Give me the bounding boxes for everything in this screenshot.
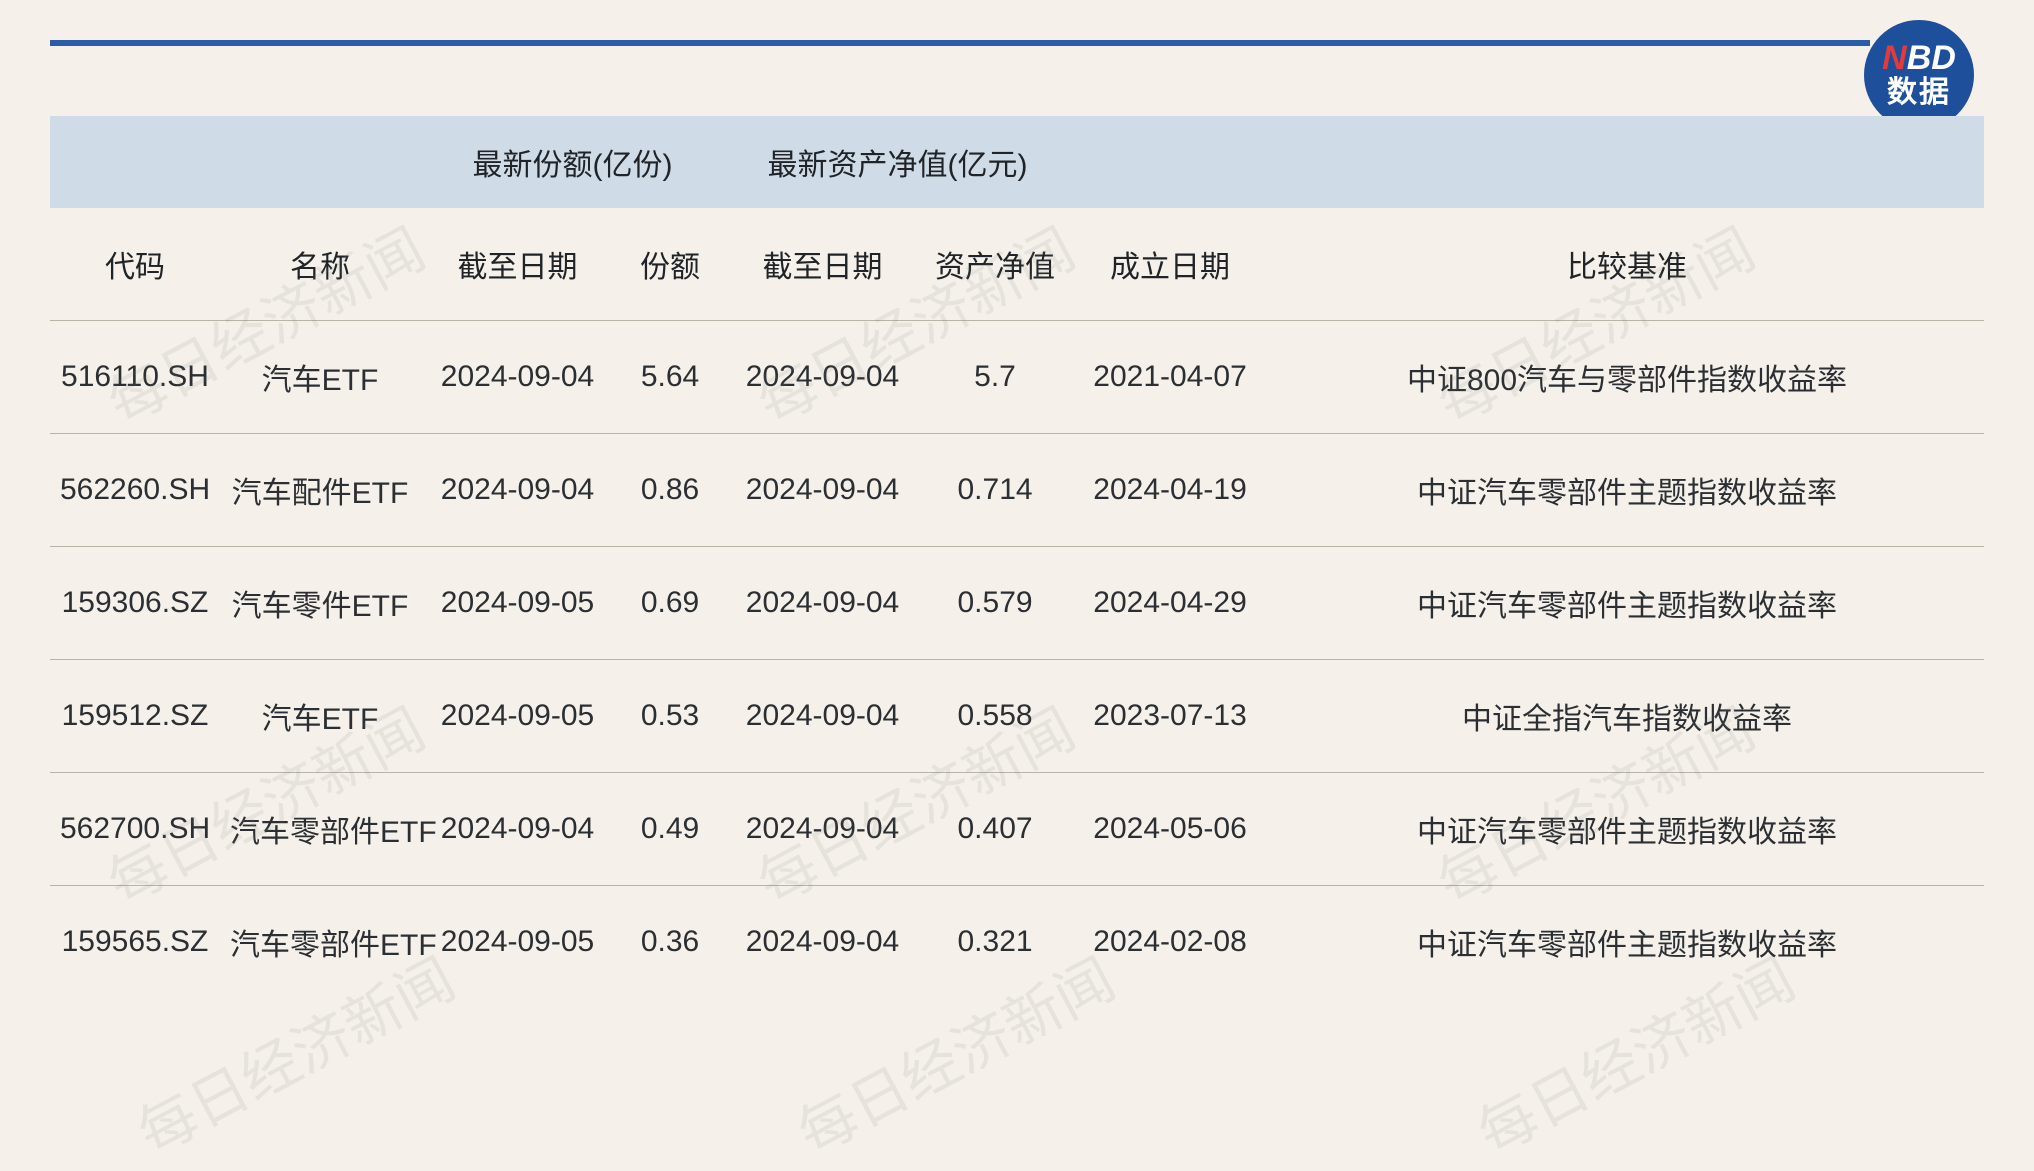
cell-nav: 0.714 [920, 434, 1070, 547]
cell-name: 汽车配件ETF [220, 434, 420, 547]
badge-top-line: NBD [1882, 41, 1956, 77]
group-nav: 最新资产净值(亿元) [725, 116, 1070, 208]
group-header-row: 最新份额(亿份) 最新资产净值(亿元) [50, 116, 1984, 208]
table-body: 516110.SH汽车ETF2024-09-045.642024-09-045.… [50, 321, 1984, 999]
cell-nav: 0.321 [920, 886, 1070, 999]
col-nav-date: 截至日期 [725, 208, 920, 321]
table-row: 562700.SH汽车零部件ETF2024-09-040.492024-09-0… [50, 773, 1984, 886]
cell-nav_date: 2024-09-04 [725, 321, 920, 434]
group-blank [1270, 116, 1984, 208]
cell-nav: 0.579 [920, 547, 1070, 660]
cell-established: 2024-04-19 [1070, 434, 1270, 547]
cell-benchmark: 中证800汽车与零部件指数收益率 [1270, 321, 1984, 434]
cell-share: 0.53 [615, 660, 725, 773]
cell-nav: 5.7 [920, 321, 1070, 434]
cell-nav_date: 2024-09-04 [725, 434, 920, 547]
etf-table: 最新份额(亿份) 最新资产净值(亿元) 代码 名称 截至日期 份额 截至日期 资… [50, 116, 1984, 998]
cell-share_date: 2024-09-04 [420, 321, 615, 434]
col-name: 名称 [220, 208, 420, 321]
cell-established: 2024-04-29 [1070, 547, 1270, 660]
cell-share_date: 2024-09-05 [420, 660, 615, 773]
col-nav: 资产净值 [920, 208, 1070, 321]
cell-nav_date: 2024-09-04 [725, 773, 920, 886]
group-blank [220, 116, 420, 208]
cell-share_date: 2024-09-05 [420, 886, 615, 999]
col-share: 份额 [615, 208, 725, 321]
cell-benchmark: 中证汽车零部件主题指数收益率 [1270, 886, 1984, 999]
cell-nav_date: 2024-09-04 [725, 547, 920, 660]
cell-code: 159306.SZ [50, 547, 220, 660]
cell-established: 2024-02-08 [1070, 886, 1270, 999]
col-share-date: 截至日期 [420, 208, 615, 321]
cell-code: 562260.SH [50, 434, 220, 547]
cell-name: 汽车零部件ETF [220, 773, 420, 886]
nbd-badge: NBD 数据 [1864, 20, 1974, 130]
cell-nav: 0.558 [920, 660, 1070, 773]
cell-benchmark: 中证汽车零部件主题指数收益率 [1270, 547, 1984, 660]
cell-benchmark: 中证全指汽车指数收益率 [1270, 660, 1984, 773]
col-code: 代码 [50, 208, 220, 321]
cell-share: 0.69 [615, 547, 725, 660]
group-blank [50, 116, 220, 208]
col-established: 成立日期 [1070, 208, 1270, 321]
cell-code: 159512.SZ [50, 660, 220, 773]
group-share: 最新份额(亿份) [420, 116, 725, 208]
cell-nav: 0.407 [920, 773, 1070, 886]
cell-name: 汽车零部件ETF [220, 886, 420, 999]
group-blank [1070, 116, 1270, 208]
cell-established: 2023-07-13 [1070, 660, 1270, 773]
cell-established: 2021-04-07 [1070, 321, 1270, 434]
cell-code: 562700.SH [50, 773, 220, 886]
cell-nav_date: 2024-09-04 [725, 660, 920, 773]
cell-established: 2024-05-06 [1070, 773, 1270, 886]
cell-share: 0.36 [615, 886, 725, 999]
cell-share_date: 2024-09-05 [420, 547, 615, 660]
table-row: 516110.SH汽车ETF2024-09-045.642024-09-045.… [50, 321, 1984, 434]
badge-sub: 数据 [1887, 77, 1951, 109]
table-row: 159565.SZ汽车零部件ETF2024-09-050.362024-09-0… [50, 886, 1984, 999]
top-rule [50, 40, 1870, 46]
cell-benchmark: 中证汽车零部件主题指数收益率 [1270, 434, 1984, 547]
cell-name: 汽车ETF [220, 321, 420, 434]
cell-code: 159565.SZ [50, 886, 220, 999]
badge-n: N [1882, 39, 1907, 77]
cell-name: 汽车零件ETF [220, 547, 420, 660]
cell-share: 5.64 [615, 321, 725, 434]
table-row: 159512.SZ汽车ETF2024-09-050.532024-09-040.… [50, 660, 1984, 773]
cell-code: 516110.SH [50, 321, 220, 434]
table-row: 159306.SZ汽车零件ETF2024-09-050.692024-09-04… [50, 547, 1984, 660]
column-header-row: 代码 名称 截至日期 份额 截至日期 资产净值 成立日期 比较基准 [50, 208, 1984, 321]
cell-benchmark: 中证汽车零部件主题指数收益率 [1270, 773, 1984, 886]
table-row: 562260.SH汽车配件ETF2024-09-040.862024-09-04… [50, 434, 1984, 547]
cell-share: 0.49 [615, 773, 725, 886]
etf-table-container: 最新份额(亿份) 最新资产净值(亿元) 代码 名称 截至日期 份额 截至日期 资… [50, 116, 1984, 998]
cell-share_date: 2024-09-04 [420, 434, 615, 547]
cell-share: 0.86 [615, 434, 725, 547]
cell-share_date: 2024-09-04 [420, 773, 615, 886]
cell-name: 汽车ETF [220, 660, 420, 773]
col-benchmark: 比较基准 [1270, 208, 1984, 321]
badge-bd: BD [1907, 39, 1956, 77]
cell-nav_date: 2024-09-04 [725, 886, 920, 999]
